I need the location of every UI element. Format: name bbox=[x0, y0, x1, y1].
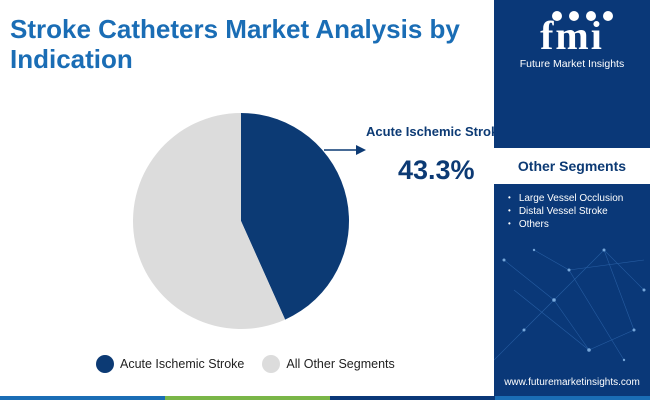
website-link[interactable]: www.futuremarketinsights.com bbox=[504, 377, 640, 388]
legend: Acute Ischemic Stroke All Other Segments bbox=[96, 354, 413, 374]
legend-swatch bbox=[96, 355, 114, 373]
bar-segment bbox=[165, 396, 330, 400]
legend-label: Acute Ischemic Stroke bbox=[120, 357, 245, 371]
callout-arrow bbox=[324, 145, 366, 155]
pie-chart bbox=[132, 113, 366, 330]
right-panel: fmi Future Market Insights Other Segment… bbox=[494, 0, 650, 400]
callout-label: Acute Ischemic Stroke bbox=[366, 124, 506, 139]
other-segments-list: Large Vessel Occlusion Distal Vessel Str… bbox=[508, 192, 624, 231]
segment-item: Others bbox=[508, 218, 623, 231]
bar-segment bbox=[0, 396, 165, 400]
fmi-logo: fmi Future Market Insights bbox=[494, 8, 650, 70]
other-segments-header: Other Segments bbox=[494, 146, 650, 184]
logo-icons bbox=[552, 11, 613, 21]
bar-segment bbox=[330, 396, 495, 400]
legend-label: All Other Segments bbox=[286, 357, 395, 371]
network-background bbox=[494, 248, 646, 362]
logo-text: Future Market Insights bbox=[519, 58, 625, 70]
legend-item-all-other-segments: All Other Segments bbox=[262, 355, 395, 373]
callout-value: 43.3% bbox=[398, 155, 475, 185]
logo-letters: fmi bbox=[540, 13, 604, 58]
bar-segment bbox=[495, 396, 650, 400]
segment-item: Distal Vessel Stroke bbox=[508, 205, 623, 218]
pie-slice-all-other-segments bbox=[132, 113, 286, 330]
segment-item: Large Vessel Occlusion bbox=[508, 192, 624, 205]
bottom-color-bar bbox=[0, 396, 650, 400]
legend-swatch bbox=[262, 355, 281, 373]
other-segments-title: Other Segments bbox=[517, 158, 627, 174]
legend-item-acute-ischemic-stroke: Acute Ischemic Stroke bbox=[96, 355, 244, 373]
pie-slice-acute-ischemic-stroke bbox=[241, 113, 349, 320]
chart-title: Stroke Catheters Market Analysis by Indi… bbox=[10, 14, 460, 74]
